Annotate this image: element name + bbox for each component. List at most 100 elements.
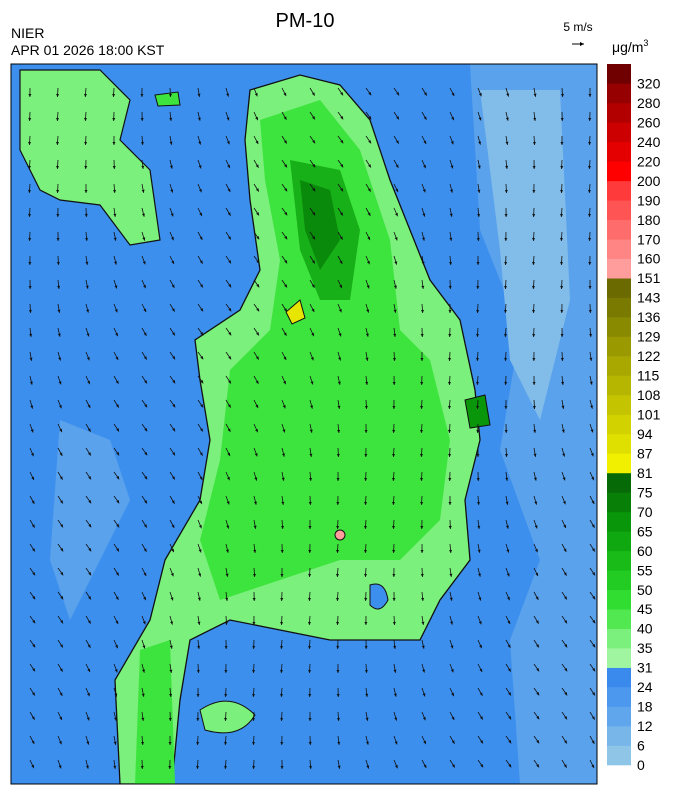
wind-arrow-head [564,644,568,648]
wind-arrow-head [560,333,564,337]
wind-arrow-head [448,429,452,433]
wind-arrow-head [60,620,64,624]
wind-arrow-head [392,549,396,553]
wind-arrow-head [338,308,342,313]
wind-arrow-head [228,332,232,336]
wind-arrow-head [422,237,425,241]
wind-arrow-head [312,164,316,168]
wind-arrow-head [283,308,287,312]
colorbar-swatch [607,531,631,552]
colorbar-label: 129 [637,329,661,345]
wind-arrow-head [115,596,119,600]
wind-arrow-head [170,189,174,193]
wind-arrow-head [392,621,396,625]
wind-arrow-head [252,621,256,625]
wind-arrow-head [252,717,256,721]
colorbar-label: 320 [637,75,661,91]
wind-arrow-head [56,189,60,193]
wind-arrow-head [420,429,424,433]
wind-arrow-head [141,189,145,193]
wind-arrow-head [32,620,36,624]
wind-arrow-head [476,381,480,385]
wind-arrow-head [563,524,566,529]
title: PM-10 [276,10,335,32]
wind-arrow-head [312,212,316,216]
wind-arrow-head [171,236,174,241]
wind-arrow-head [170,621,174,625]
wind-arrow-head [394,237,398,241]
wind-arrow-head [59,500,63,504]
wind-arrow-head [116,452,120,456]
wind-arrow-head [534,548,538,553]
wind-arrow-head [592,620,596,624]
wind-arrow-head [198,141,202,145]
unit-exponent: 3 [643,38,648,48]
wind-arrow-head [200,380,204,384]
wind-arrow-head [59,476,63,480]
wind-arrow-head [85,765,89,769]
wind-arrow-head [255,428,258,433]
wind-arrow-head [532,381,536,385]
wind-arrow-head [280,669,284,673]
wind-arrow-head [336,501,340,505]
wind-arrow-head [451,692,454,697]
wind-arrow-head [451,740,455,744]
wind-arrow-head [478,621,482,625]
wind-arrow-head [284,284,288,288]
wind-arrow-head [591,716,595,720]
wind-arrow-head [227,404,231,408]
wind-arrow-head [114,285,118,289]
wind-arrow-head [449,261,453,265]
wind-arrow-head [479,692,483,696]
wind-arrow-head [336,693,340,697]
wind-arrow-head [168,765,172,769]
wind-arrow-head [308,645,312,649]
colorbar-label: 122 [637,348,661,364]
wind-arrow-head [86,309,90,313]
wind-arrow-head [84,93,88,97]
colorbar-label: 0 [637,757,645,773]
wind-arrow-head [31,476,34,481]
colorbar-swatch [607,200,631,221]
wind-arrow-head [421,285,425,289]
wind-arrow-head [196,765,200,769]
wind-arrow-head [141,165,145,169]
wind-arrow-head [144,428,148,432]
wind-arrow-head [86,333,90,337]
wind-arrow-head [281,501,285,505]
wind-arrow-head [255,116,258,121]
wind-arrow-head [113,237,117,241]
wind-arrow-head [337,765,341,769]
wind-arrow-head [171,476,175,480]
colorbar-label: 115 [637,368,660,384]
wind-arrow-head [392,477,396,481]
wind-arrow-head [560,165,564,169]
wind-arrow-head [56,165,60,169]
wind-arrow-head [507,596,510,601]
wind-arrow-head [226,140,230,145]
wind-arrow-head [310,405,314,409]
wind-arrow-head [448,477,452,481]
wind-arrow-head [227,428,231,432]
wind-arrow-head [31,524,35,528]
wind-arrow-head [31,692,35,696]
wind-arrow-head [88,524,92,528]
wind-arrow-head [589,333,593,337]
colorbar-swatch [607,83,631,104]
wind-arrow-head [392,597,396,601]
wind-arrow-head [254,93,258,97]
colorbar-swatch [607,706,631,727]
wind-arrow-head [253,549,257,553]
wind-arrow-head [115,332,118,337]
wind-arrow-head [532,165,536,169]
wind-arrow-head [340,188,344,192]
wind-arrow-head [423,140,427,145]
colorbar-swatch [607,609,631,629]
wind-arrow-head [58,357,62,361]
wind-arrow-head [421,261,425,265]
wind-arrow-head [60,596,64,600]
wind-arrow-head [592,644,596,648]
wind-arrow-head [505,525,509,529]
wind-arrow-head [364,549,368,553]
unit-base: μg/m [612,39,643,55]
